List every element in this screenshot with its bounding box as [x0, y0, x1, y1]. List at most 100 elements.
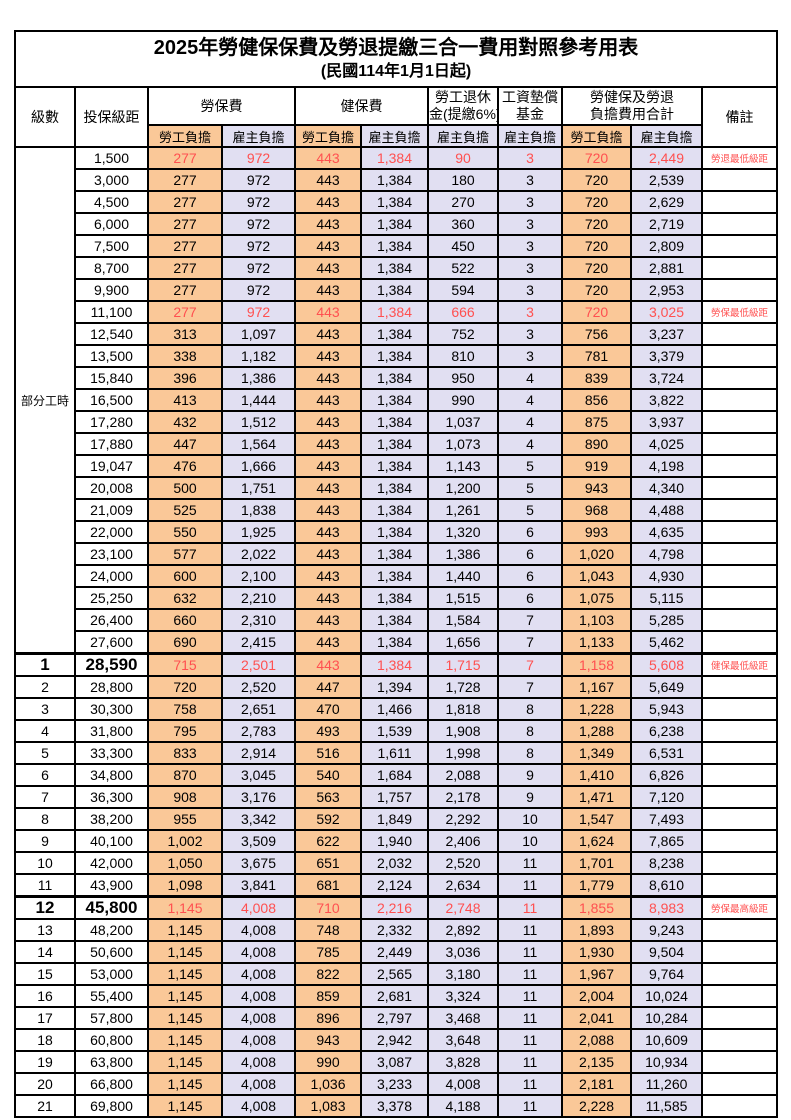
header-group-row: 級數 投保級距 勞保費 健保費 勞工退休 金(提繳6%) 工資墊償 基金 勞健保… — [14, 86, 779, 148]
fee-cell: 6,531 — [630, 741, 703, 765]
note-cell — [700, 675, 779, 699]
fee-cell: 1,684 — [360, 763, 429, 787]
fee-cell: 443 — [294, 256, 362, 280]
fee-cell: 7,865 — [630, 829, 703, 853]
level-cell: 16 — [14, 984, 76, 1008]
note-cell — [700, 1094, 779, 1118]
fee-cell: 990 — [294, 1050, 362, 1074]
fee-cell: 720 — [561, 278, 632, 302]
fee-cell: 5 — [497, 476, 563, 500]
fee-cell: 908 — [147, 785, 223, 809]
fee-cell: 1,728 — [427, 675, 499, 699]
table-row: 9 40,100 1,002 3,509 622 1,940 2,406 10 1,624 7,8… — [14, 829, 779, 853]
fee-cell: 856 — [561, 388, 632, 412]
fee-cell: 1,444 — [221, 388, 296, 412]
fee-cell: 3,675 — [221, 851, 296, 875]
fee-cell: 3 — [497, 146, 563, 170]
salary-cell: 16,500 — [74, 388, 149, 412]
fee-cell: 443 — [294, 652, 362, 677]
note-cell — [700, 344, 779, 368]
group-label-line2: 基金 — [516, 106, 544, 122]
fee-cell: 2,449 — [630, 146, 703, 170]
table-row: 7 36,300 908 3,176 563 1,757 2,178 9 1,471 7,120 — [14, 785, 779, 809]
fee-cell: 600 — [147, 564, 223, 588]
note-cell — [700, 807, 779, 831]
table-row: 12,540 313 1,097 443 1,384 752 3 756 3,237 — [15, 322, 779, 346]
salary-cell: 30,300 — [74, 697, 149, 721]
fee-cell: 443 — [294, 586, 362, 610]
level-cell: 1 — [14, 652, 76, 677]
fee-cell: 1,133 — [561, 630, 632, 655]
fee-cell: 4,025 — [630, 432, 703, 456]
level-cell: 5 — [14, 741, 76, 765]
fee-cell: 2,178 — [427, 785, 499, 809]
fee-cell: 1,547 — [561, 807, 632, 831]
level-cell: 9 — [14, 829, 76, 853]
table-row: 9,900 277 972 443 1,384 594 3 720 2,953 — [15, 278, 779, 302]
salary-cell: 4,500 — [74, 190, 149, 214]
salary-cell: 55,400 — [74, 984, 149, 1008]
fee-cell: 7 — [497, 652, 563, 677]
note-cell: 勞退最低級距 — [700, 146, 779, 170]
fee-cell: 632 — [147, 586, 223, 610]
fee-cell: 7 — [497, 608, 563, 632]
fee-cell: 1,624 — [561, 829, 632, 853]
fee-cell: 1,849 — [360, 807, 429, 831]
salary-cell: 21,009 — [74, 498, 149, 522]
fee-cell: 1,145 — [147, 1050, 223, 1074]
fee-cell: 5 — [497, 454, 563, 478]
salary-cell: 38,200 — [74, 807, 149, 831]
fee-cell: 990 — [427, 388, 499, 412]
fee-cell: 1,701 — [561, 851, 632, 875]
fee-cell: 1,384 — [360, 278, 429, 302]
fee-cell: 5,285 — [630, 608, 703, 632]
fee-cell: 11 — [497, 940, 563, 964]
fee-cell: 2,719 — [630, 212, 703, 236]
fee-cell: 10,609 — [630, 1028, 703, 1052]
fee-cell: 1,384 — [360, 168, 429, 192]
fee-cell: 277 — [147, 190, 223, 214]
fee-cell: 5,649 — [630, 675, 703, 699]
fee-cell: 1,384 — [360, 542, 429, 566]
fee-cell: 8,983 — [630, 895, 703, 920]
fee-cell: 5 — [497, 498, 563, 522]
fee-cell: 277 — [147, 168, 223, 192]
fee-cell: 720 — [561, 234, 632, 258]
fee-cell: 450 — [427, 234, 499, 258]
salary-cell: 53,000 — [74, 962, 149, 986]
fee-cell: 748 — [294, 918, 362, 942]
group-label: 健保費 — [340, 97, 383, 114]
salary-cell: 48,200 — [74, 918, 149, 942]
table-row: 7,500 277 972 443 1,384 450 3 720 2,809 — [15, 234, 779, 258]
fee-cell: 1,103 — [561, 608, 632, 632]
fee-cell: 2,914 — [221, 741, 296, 765]
fee-cell: 9,504 — [630, 940, 703, 964]
fee-cell: 2,809 — [630, 234, 703, 258]
fee-cell: 2,892 — [427, 918, 499, 942]
fee-cell: 11 — [497, 962, 563, 986]
fee-cell: 2,292 — [427, 807, 499, 831]
note-cell — [700, 366, 779, 390]
salary-cell: 20,008 — [74, 476, 149, 500]
fee-cell: 2,216 — [360, 895, 429, 920]
fee-cell: 2,629 — [630, 190, 703, 214]
fee-cell: 1,384 — [360, 146, 429, 170]
premium-table: 2025年勞健保保費及勞退提繳三合一費用對照參考用表 (民國114年1月1日起)… — [13, 30, 779, 1118]
salary-cell: 43,900 — [74, 873, 149, 898]
fee-cell: 4,798 — [630, 542, 703, 566]
note-cell — [700, 608, 779, 632]
table-row: 24,000 600 2,100 443 1,384 1,440 6 1,043 4,930 — [15, 564, 779, 588]
table-row: 14 50,600 1,145 4,008 785 2,449 3,036 11 1,930 9,… — [14, 940, 779, 964]
table-row: 4 31,800 795 2,783 493 1,539 1,908 8 1,288 6,238 — [14, 719, 779, 743]
table-row: 5 33,300 833 2,914 516 1,611 1,998 8 1,349 6,531 — [14, 741, 779, 765]
table-row: 16 55,400 1,145 4,008 859 2,681 3,324 11 2,004 10… — [14, 984, 779, 1008]
fee-cell: 1,384 — [360, 652, 429, 677]
level-cell: 18 — [14, 1028, 76, 1052]
table-row: 2 28,800 720 2,520 447 1,394 1,728 7 1,167 5,649 — [14, 675, 779, 699]
fee-cell: 525 — [147, 498, 223, 522]
level-cell: 12 — [14, 895, 76, 920]
note-cell — [700, 256, 779, 280]
fee-cell: 443 — [294, 168, 362, 192]
table-row: 16,500 413 1,444 443 1,384 990 4 856 3,822 — [15, 388, 779, 412]
fee-cell: 955 — [147, 807, 223, 831]
